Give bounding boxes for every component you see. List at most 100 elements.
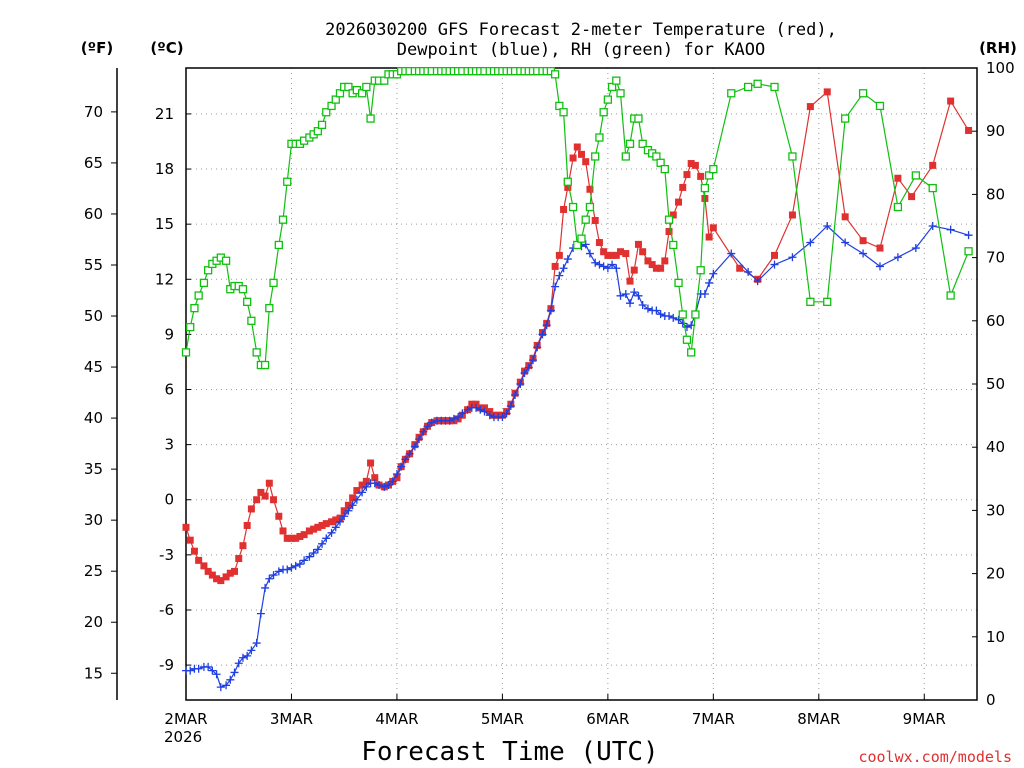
temperature-point: [247, 505, 255, 513]
rh-point: [203, 266, 213, 275]
temperature-point: [270, 496, 278, 504]
temperature-point: [894, 174, 902, 182]
rh-point: [247, 316, 256, 325]
temperature-point: [600, 248, 608, 256]
rh-point: [928, 183, 937, 193]
temperature-point: [340, 507, 348, 515]
celsius-tick-label: 15: [155, 215, 174, 233]
temperature-point: [239, 542, 247, 550]
temperature-point: [231, 567, 239, 575]
rh-point: [634, 114, 643, 123]
celsius-tick-label: 12: [155, 270, 174, 288]
rh-tick-label: 30: [986, 501, 1005, 519]
temperature-point: [665, 228, 673, 236]
rh-point: [946, 291, 955, 300]
temperature-point: [328, 518, 336, 526]
temperature-point: [555, 251, 563, 259]
dewpoint-point: [335, 517, 344, 526]
rh-point: [581, 215, 590, 224]
rh-point: [199, 278, 209, 288]
temperature-point: [705, 233, 713, 241]
dewpoint-point: [300, 556, 309, 565]
rh-point: [573, 240, 582, 250]
rh-tick-label: 80: [986, 185, 1005, 203]
rh-point: [893, 202, 903, 212]
dewpoint-point: [506, 402, 515, 411]
rh-point: [652, 152, 661, 161]
rh-point: [243, 297, 252, 306]
temperature-point: [573, 143, 581, 151]
dewpoint-point: [415, 435, 424, 444]
dewpoint-point: [638, 301, 647, 309]
temperature-point: [275, 512, 283, 520]
rh-point: [753, 79, 762, 88]
temperature-point: [929, 161, 937, 169]
dewpoint-point: [392, 470, 401, 479]
temperature-point: [257, 488, 265, 496]
dewpoint-point: [243, 651, 252, 660]
dewpoint-point: [626, 299, 635, 308]
temperature-point: [265, 479, 273, 487]
temperature-point: [217, 577, 225, 585]
temperature-point: [697, 172, 705, 180]
temperature-point: [630, 266, 638, 274]
dewpoint-point: [419, 427, 428, 436]
rh-point: [238, 285, 248, 294]
temperature-point: [222, 573, 230, 581]
temperature-point: [595, 239, 603, 247]
rh-point: [704, 171, 714, 180]
dewpoint-point: [770, 260, 779, 269]
temperature-point: [200, 562, 208, 570]
temperature-point: [287, 534, 295, 542]
fahrenheit-tick-label: 45: [84, 358, 103, 376]
rh-point: [190, 304, 199, 313]
rh-point: [313, 127, 322, 136]
temperature-point: [612, 251, 620, 259]
rh-point: [331, 95, 340, 104]
temperature-point: [261, 492, 269, 500]
rh-point: [621, 152, 630, 161]
rh-point: [964, 247, 973, 256]
x-tick-label: 2MAR: [164, 710, 207, 728]
rh-point: [568, 202, 578, 212]
rh-point: [186, 322, 195, 332]
rh-line: [185, 70, 970, 366]
temperature-point: [683, 171, 691, 179]
dewpoint-point: [528, 356, 537, 365]
rh-point: [669, 240, 678, 250]
dewpoint-point: [744, 267, 753, 276]
temperature-point: [551, 262, 559, 270]
temperature-point: [661, 257, 669, 265]
dewpoint-point: [476, 405, 485, 414]
dewpoint-point: [449, 414, 458, 423]
dewpoint-point: [204, 662, 213, 671]
fahrenheit-tick-label: 55: [84, 256, 103, 274]
temperature-point: [687, 160, 695, 168]
celsius-tick-label: -6: [159, 601, 174, 619]
dewpoint-point: [516, 380, 525, 388]
dewpoint-point: [700, 289, 709, 298]
rh-point: [283, 177, 292, 186]
temperature-point: [652, 264, 660, 272]
temperature-point: [235, 555, 243, 563]
unit-fahrenheit-label: (ºF): [81, 39, 113, 57]
axis-ticks: -9 -6 -3 0 3 6 9 12 15 18 21 2MAR 3MAR 4MAR 5MAR 6MAR 7M…: [84, 59, 1015, 728]
dewpoint-point: [705, 278, 714, 287]
rh-point: [362, 82, 371, 92]
dewpoint-point: [256, 609, 265, 618]
dewpoint-point: [753, 277, 762, 286]
rh-tick-label: 10: [986, 628, 1005, 646]
dewpoint-point: [388, 477, 397, 486]
dewpoint-point: [806, 238, 815, 247]
dewpoint-point: [674, 315, 683, 324]
x-year-label: 2026: [164, 728, 202, 746]
rh-point: [700, 183, 710, 193]
temperature-point: [213, 575, 221, 583]
dewpoint-point: [405, 449, 414, 458]
rh-point: [380, 76, 389, 85]
rh-point: [603, 95, 613, 104]
temperature-point: [806, 103, 814, 111]
dewpoint-point: [585, 249, 594, 258]
dewpoint-point: [946, 225, 955, 234]
temperature-point: [823, 88, 831, 96]
